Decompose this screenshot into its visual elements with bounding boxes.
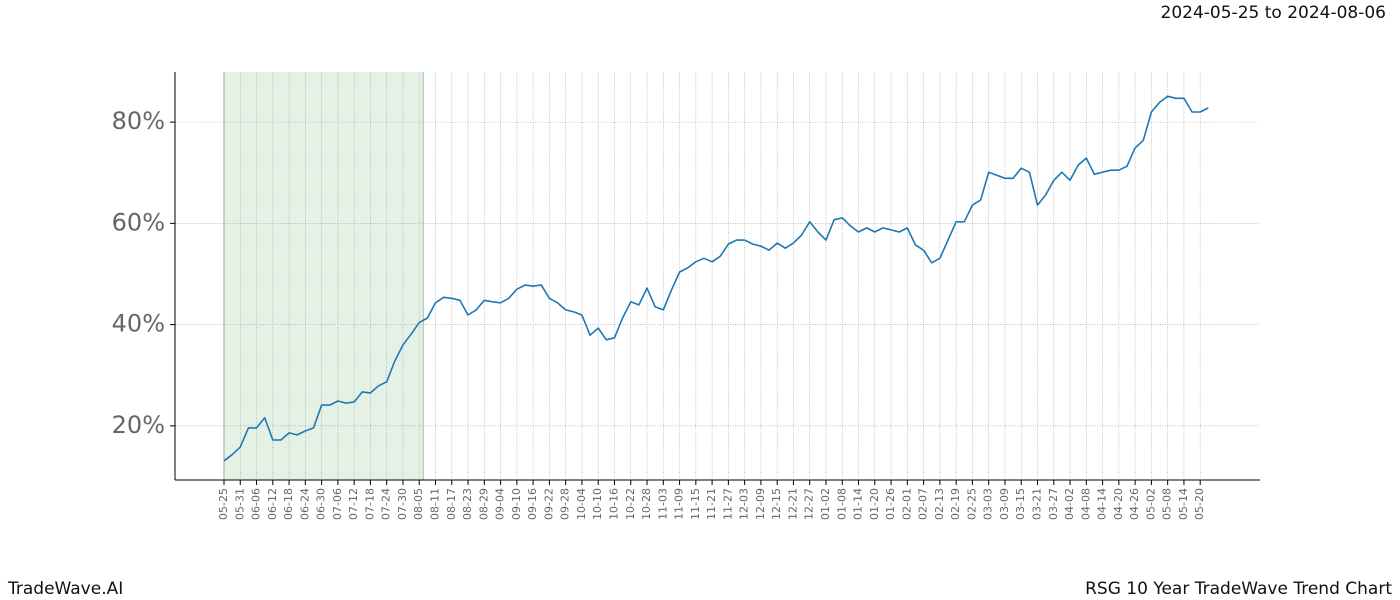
- x-tick-label: 04-26: [1128, 488, 1141, 520]
- x-tick-label: 02-01: [900, 488, 913, 520]
- x-tick-label: 11-21: [705, 488, 718, 520]
- y-tick-label: 80%: [112, 107, 165, 135]
- x-tick-label: 09-04: [494, 488, 507, 520]
- x-tick-label: 04-20: [1112, 488, 1125, 520]
- x-tick-label: 01-08: [835, 488, 848, 520]
- x-tick-label: 05-31: [233, 488, 246, 520]
- x-tick-label: 10-16: [607, 488, 620, 520]
- highlight-band: [224, 72, 424, 480]
- brand: TradeWave.AI: [7, 579, 123, 599]
- x-tick-label: 07-18: [363, 488, 376, 520]
- x-tick-label: 09-22: [542, 488, 555, 520]
- x-tick-label: 10-10: [591, 488, 604, 520]
- x-tick-label: 05-02: [1144, 488, 1157, 520]
- chart-title: RSG 10 Year TradeWave Trend Chart: [1085, 579, 1392, 599]
- price-line: [223, 95, 1209, 462]
- x-tick-label: 02-13: [933, 488, 946, 520]
- x-tick-label: 05-14: [1177, 488, 1190, 520]
- x-tick-label: 08-11: [429, 488, 442, 520]
- x-tick-label: 01-26: [884, 488, 897, 520]
- x-tick-label: 03-15: [1014, 488, 1027, 520]
- x-tick-label: 08-17: [445, 488, 458, 520]
- x-tick-label: 09-16: [526, 488, 539, 520]
- x-tick-label: 05-20: [1193, 488, 1206, 520]
- x-tick-label: 06-12: [266, 488, 279, 520]
- x-tick-label: 11-09: [673, 488, 686, 520]
- x-tick-label: 06-06: [250, 488, 263, 520]
- x-tick-label: 11-15: [689, 488, 702, 520]
- x-tick-label: 03-03: [982, 488, 995, 520]
- x-tick-label: 04-14: [1096, 488, 1109, 520]
- x-tick-label: 12-15: [770, 488, 783, 520]
- x-tick-label: 09-10: [510, 488, 523, 520]
- x-tick-label: 04-08: [1079, 488, 1092, 520]
- x-tick-label: 05-08: [1161, 488, 1174, 520]
- x-tick-label: 01-20: [868, 488, 881, 520]
- x-tick-label: 03-09: [998, 488, 1011, 520]
- x-tick-label: 03-27: [1047, 488, 1060, 520]
- x-tick-label: 10-04: [575, 488, 588, 520]
- x-tick-label: 04-02: [1063, 488, 1076, 520]
- y-tick-label: 60%: [112, 208, 165, 236]
- x-tick-label: 07-30: [396, 488, 409, 520]
- x-tick-label: 07-24: [380, 488, 393, 520]
- x-tick-label: 05-25: [217, 488, 230, 520]
- x-tick-label: 07-06: [331, 488, 344, 520]
- x-tick-label: 06-24: [298, 488, 311, 520]
- x-tick-label: 12-21: [786, 488, 799, 520]
- x-tick-label: 09-28: [559, 488, 572, 520]
- x-tick-label: 08-05: [412, 488, 425, 520]
- x-tick-label: 06-18: [282, 488, 295, 520]
- x-tick-label: 10-28: [640, 488, 653, 520]
- x-tick-label: 02-25: [965, 488, 978, 520]
- x-tick-label: 11-03: [656, 488, 669, 520]
- y-tick-label: 40%: [112, 310, 165, 338]
- x-tick-label: 01-14: [852, 488, 865, 520]
- x-tick-label: 07-12: [347, 488, 360, 520]
- x-tick-label: 02-19: [949, 488, 962, 520]
- x-tick-label: 12-03: [738, 488, 751, 520]
- x-tick-label: 11-27: [721, 488, 734, 520]
- x-tick-label: 01-02: [819, 488, 832, 520]
- date-range: 2024-05-25 to 2024-08-06: [1161, 3, 1386, 23]
- x-tick-label: 08-29: [477, 488, 490, 520]
- y-tick-label: 20%: [112, 411, 165, 439]
- x-tick-label: 02-07: [917, 488, 930, 520]
- x-tick-label: 06-30: [315, 488, 328, 520]
- x-tick-label: 10-22: [624, 488, 637, 520]
- x-tick-label: 12-27: [803, 488, 816, 520]
- x-tick-label: 08-23: [461, 488, 474, 520]
- x-tick-label: 03-21: [1031, 488, 1044, 520]
- x-tick-label: 12-09: [754, 488, 767, 520]
